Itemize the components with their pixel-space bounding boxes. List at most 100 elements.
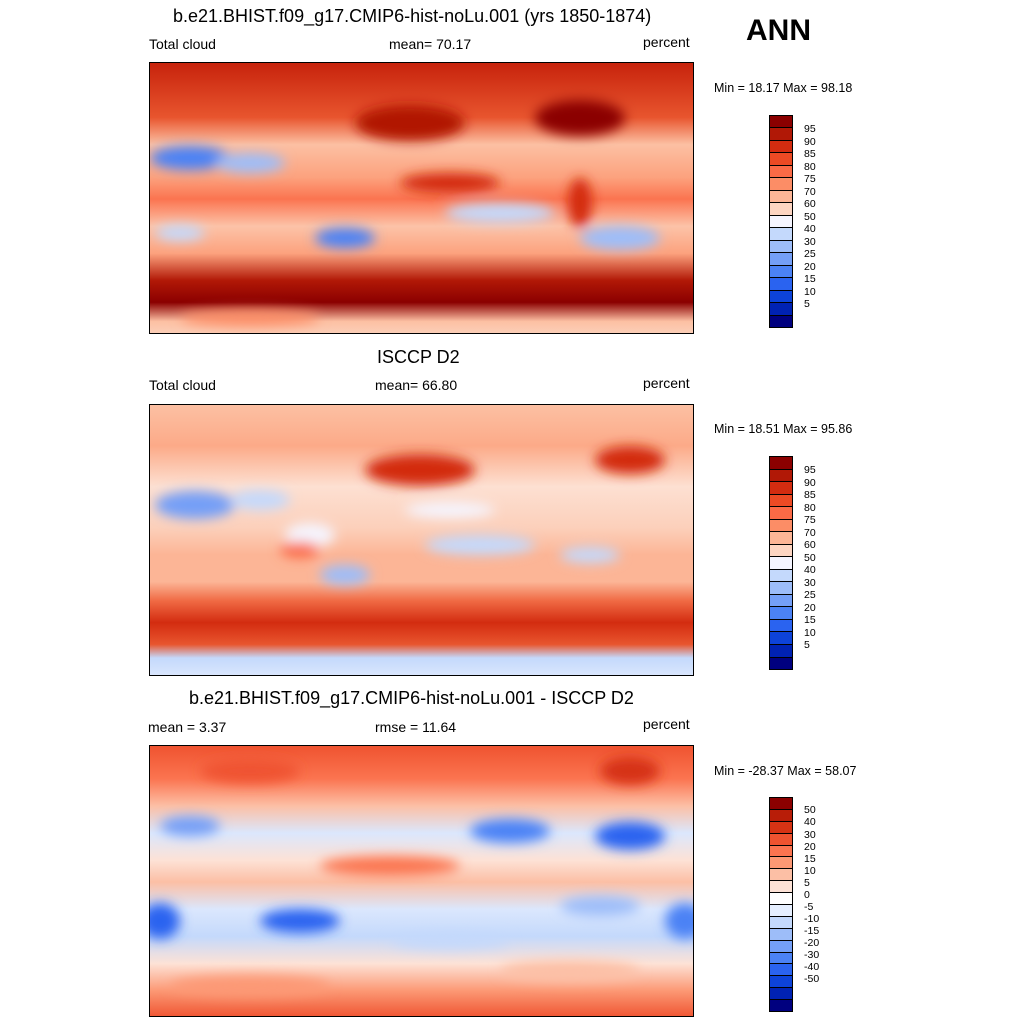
colorbar-tick-label: 85	[804, 148, 816, 160]
colorbar-swatch	[770, 569, 792, 583]
colorbar-tick-label: 50	[804, 552, 816, 564]
colorbar-swatch	[770, 881, 792, 894]
colorbar-swatch	[770, 619, 792, 633]
colorbar-tick-label: 30	[804, 829, 816, 841]
colorbar-swatch	[770, 964, 792, 977]
colorbar-tick-label: 75	[804, 173, 816, 185]
panel-3-title: b.e21.BHIST.f09_g17.CMIP6-hist-noLu.001 …	[189, 688, 634, 708]
colorbar-tick-label: 5	[804, 298, 810, 310]
colorbar-swatch	[770, 303, 792, 316]
colorbar-swatch	[770, 215, 792, 229]
colorbar-swatch	[770, 1000, 792, 1012]
colorbar-tick-label: 30	[804, 577, 816, 589]
colorbar-tick-label: 40	[804, 223, 816, 235]
colorbar-tick-label: 95	[804, 123, 816, 135]
colorbar-tick-label: 10	[804, 286, 816, 298]
panel-1-title: b.e21.BHIST.f09_g17.CMIP6-hist-noLu.001 …	[173, 6, 652, 26]
panel-2-title: ISCCP D2	[377, 347, 460, 367]
colorbar-tick-label: 25	[804, 248, 816, 260]
colorbar-swatch	[770, 482, 792, 495]
panel-3-colorbar	[769, 797, 793, 1012]
colorbar-tick-label: 15	[804, 273, 816, 285]
colorbar-tick-label: 50	[804, 804, 816, 816]
colorbar-swatch	[770, 253, 792, 266]
colorbar-swatch	[770, 582, 792, 595]
colorbar-swatch	[770, 519, 792, 533]
colorbar-tick-label: 50	[804, 211, 816, 223]
colorbar-tick-label: -30	[804, 949, 820, 961]
colorbar-swatch	[770, 494, 792, 508]
panel-3-units-label: percent	[643, 716, 690, 732]
colorbar-swatch	[770, 798, 792, 810]
panel-1-minmax: Min = 18.17 Max = 98.18	[714, 81, 853, 95]
colorbar-tick-label: 15	[804, 614, 816, 626]
colorbar-tick-label: 5	[804, 877, 810, 889]
colorbar-tick-label: 40	[804, 816, 816, 828]
colorbar-tick-label: -5	[804, 901, 814, 913]
colorbar-swatch	[770, 869, 792, 882]
colorbar-tick-label: -15	[804, 925, 820, 937]
colorbar-swatch	[770, 507, 792, 520]
panel-2-colorbar	[769, 456, 793, 670]
colorbar-tick-label: -10	[804, 913, 820, 925]
panel-3-minmax: Min = -28.37 Max = 58.07	[714, 764, 857, 778]
panel-1-mean-label: mean= 70.17	[389, 36, 472, 52]
colorbar-swatch	[770, 988, 792, 1001]
colorbar-tick-label: 30	[804, 236, 816, 248]
panel-1-map-field	[150, 63, 693, 333]
colorbar-swatch	[770, 928, 792, 941]
colorbar-swatch	[770, 632, 792, 645]
colorbar-tick-label: 20	[804, 841, 816, 853]
colorbar-swatch	[770, 532, 792, 545]
colorbar-swatch	[770, 265, 792, 279]
colorbar-swatch	[770, 190, 792, 204]
colorbar-swatch	[770, 469, 792, 483]
colorbar-tick-label: 40	[804, 564, 816, 576]
colorbar-swatch	[770, 544, 792, 558]
colorbar-swatch	[770, 178, 792, 191]
colorbar-tick-label: 95	[804, 464, 816, 476]
colorbar-swatch	[770, 457, 792, 470]
colorbar-swatch	[770, 644, 792, 658]
colorbar-swatch	[770, 845, 792, 858]
colorbar-swatch	[770, 315, 792, 327]
panel-3-rmse-label: rmse = 11.64	[375, 719, 457, 735]
panel-1-colorbar	[769, 115, 793, 328]
panel-1-variable-label: Total cloud	[149, 36, 216, 52]
colorbar-tick-label: 60	[804, 539, 816, 551]
panel-3-map	[149, 745, 694, 1017]
colorbar-tick-label: 20	[804, 261, 816, 273]
colorbar-swatch	[770, 952, 792, 965]
colorbar-tick-label: 90	[804, 136, 816, 148]
colorbar-tick-label: 10	[804, 865, 816, 877]
colorbar-tick-label: 0	[804, 889, 810, 901]
colorbar-swatch	[770, 557, 792, 570]
colorbar-tick-label: 80	[804, 502, 816, 514]
colorbar-swatch	[770, 128, 792, 141]
season-label: ANN	[746, 14, 811, 47]
colorbar-swatch	[770, 916, 792, 929]
colorbar-swatch	[770, 203, 792, 216]
panel-2-mean-label: mean= 66.80	[375, 377, 458, 393]
colorbar-tick-label: 60	[804, 198, 816, 210]
colorbar-tick-label: 25	[804, 589, 816, 601]
colorbar-swatch	[770, 228, 792, 241]
colorbar-swatch	[770, 140, 792, 154]
colorbar-swatch	[770, 240, 792, 254]
panel-2-map-field	[150, 405, 693, 675]
panel-2-units-label: percent	[643, 375, 690, 391]
colorbar-tick-label: 90	[804, 477, 816, 489]
colorbar-tick-label: 70	[804, 527, 816, 539]
colorbar-swatch	[770, 594, 792, 608]
colorbar-tick-label: 70	[804, 186, 816, 198]
colorbar-tick-label: 15	[804, 853, 816, 865]
colorbar-swatch	[770, 893, 792, 906]
colorbar-swatch	[770, 657, 792, 670]
colorbar-tick-label: -50	[804, 973, 820, 985]
colorbar-tick-label: 10	[804, 627, 816, 639]
colorbar-swatch	[770, 116, 792, 129]
colorbar-tick-label: 85	[804, 489, 816, 501]
colorbar-swatch	[770, 165, 792, 179]
colorbar-swatch	[770, 857, 792, 870]
colorbar-tick-label: 75	[804, 514, 816, 526]
